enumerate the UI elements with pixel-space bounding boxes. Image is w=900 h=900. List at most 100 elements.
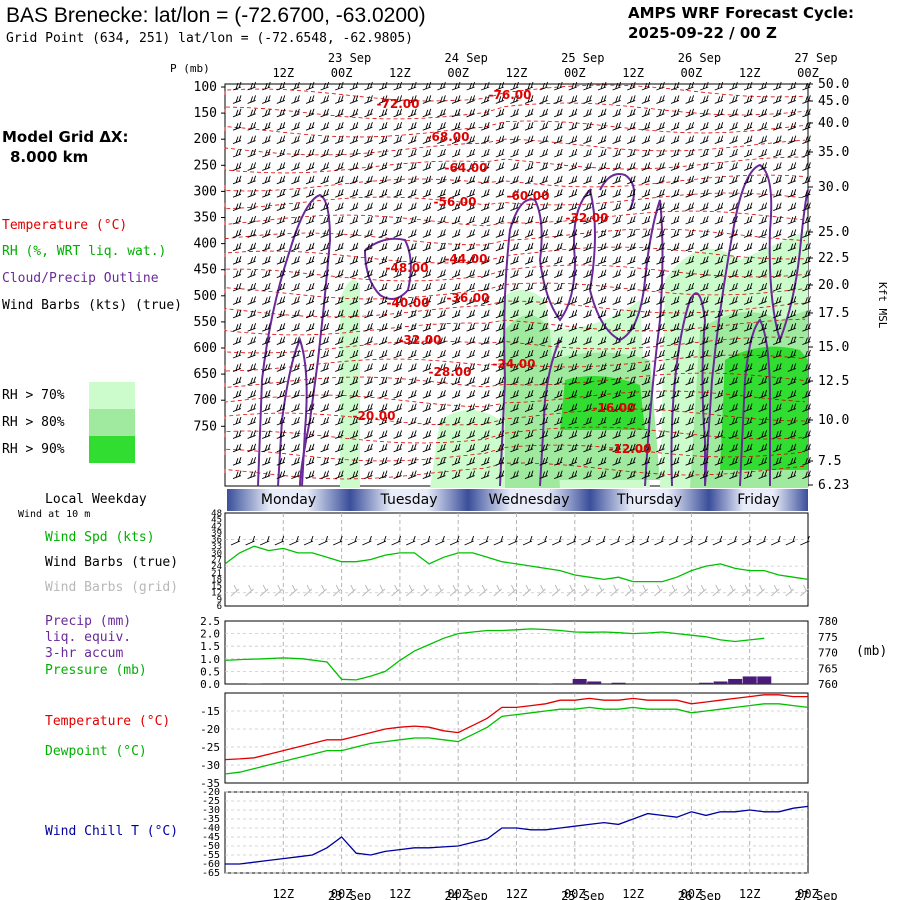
- wind-barb: [510, 349, 519, 359]
- wind-barb: [437, 189, 446, 198]
- wind-barb: [305, 457, 315, 466]
- wind-barb: [656, 430, 665, 439]
- wind-barb: [247, 282, 257, 292]
- wind-barb: [787, 108, 797, 118]
- wind-barb: [773, 269, 782, 279]
- wind-barb: [335, 81, 344, 91]
- wind-barb: [262, 81, 271, 91]
- temperature-label: -16.00: [593, 401, 636, 415]
- wind-barb: [305, 189, 315, 198]
- wind-barb: [422, 81, 432, 91]
- windchill-tick-label: -45: [202, 832, 220, 843]
- wind-barb: [670, 95, 680, 104]
- wind-barb: [451, 189, 461, 198]
- wind-barb: [378, 390, 388, 399]
- top-time-tick-label: 00Z: [331, 66, 353, 80]
- wind-barb: [524, 430, 534, 439]
- wind-barb: [276, 81, 286, 91]
- wind-barb: [758, 296, 768, 305]
- wind-barb: [378, 122, 388, 131]
- wind-barb: [714, 256, 724, 265]
- wind-barb: [773, 443, 782, 453]
- wind-barb-true: [260, 535, 270, 546]
- wind-barb: [787, 135, 797, 145]
- wind-barb: [349, 175, 359, 185]
- wind-barb: [802, 349, 811, 359]
- wind-barb: [524, 323, 534, 332]
- wind-barb: [787, 122, 797, 131]
- wind-barb: [554, 336, 563, 346]
- wind-barb-true: [230, 535, 241, 546]
- wind-barb: [773, 349, 782, 359]
- wind-barb: [700, 95, 709, 104]
- wind-barb: [802, 323, 811, 332]
- wind-barb: [364, 148, 373, 158]
- wind-barb: [276, 175, 286, 185]
- wind-barb: [262, 189, 271, 198]
- legend-dewpoint: Dewpoint (°C): [45, 744, 147, 759]
- wind-barb: [583, 323, 592, 332]
- wind-barb: [729, 296, 738, 305]
- wind-barb: [554, 416, 563, 426]
- wind-barb: [524, 81, 534, 91]
- wind-barb: [612, 376, 622, 386]
- wind-barb: [627, 323, 636, 332]
- wind-barb: [685, 256, 695, 265]
- wind-barb: [787, 229, 797, 238]
- wind-barb: [787, 202, 797, 212]
- top-time-tick-label: 00Z: [797, 66, 819, 80]
- wind-barb: [758, 349, 768, 359]
- wind-barb: [262, 282, 271, 292]
- wind-barb: [714, 162, 724, 171]
- wind-barb: [539, 162, 549, 171]
- wind-barb: [495, 282, 505, 292]
- wind-barb: [743, 229, 753, 238]
- wind-barb: [700, 323, 709, 332]
- wind-barb-grid: [508, 584, 517, 597]
- wind-barb: [641, 95, 651, 104]
- wind-barb: [758, 403, 768, 413]
- wind-barb: [335, 95, 344, 104]
- wind-barb: [451, 296, 461, 305]
- wind-barb: [670, 403, 680, 413]
- wind-barb: [422, 390, 432, 399]
- wind-barb: [656, 269, 665, 279]
- wind-barb: [335, 269, 344, 279]
- wind-barb: [320, 323, 330, 332]
- wind-barb: [685, 148, 695, 158]
- wind-barb: [787, 242, 797, 252]
- pressure-tick-label: 650: [194, 367, 217, 382]
- wind-barb: [451, 81, 461, 91]
- wind-barb-grid: [639, 584, 649, 597]
- wind-barb: [554, 215, 563, 225]
- wind-barb: [437, 470, 446, 480]
- wind-barb: [247, 390, 257, 399]
- wind-barb: [481, 430, 490, 439]
- wind-barb: [393, 189, 403, 198]
- temperature-contour-4: [224, 138, 806, 156]
- wind-barb: [422, 363, 432, 372]
- wind-barb: [422, 242, 432, 252]
- wind-barb: [422, 135, 432, 145]
- wind-barb: [510, 122, 519, 131]
- wind-barb: [568, 403, 578, 413]
- wind-barb: [568, 296, 578, 305]
- wind-barb: [743, 122, 753, 131]
- wind-barb: [641, 457, 651, 466]
- wind-barb: [451, 148, 461, 158]
- wind-barb: [393, 202, 403, 212]
- wind-barb: [232, 376, 242, 386]
- wind-barb: [787, 189, 797, 198]
- wind-barb: [641, 229, 651, 238]
- wind-barb: [583, 162, 592, 171]
- wind-barb: [583, 390, 592, 399]
- wind-barb: [320, 349, 330, 359]
- wind-barb: [276, 403, 286, 413]
- wind-barb: [378, 403, 388, 413]
- wind-barb: [510, 470, 519, 480]
- wind-barb: [451, 403, 461, 413]
- wind-barb: [466, 229, 476, 238]
- wind-barb: [291, 430, 300, 439]
- wind-barb: [466, 189, 476, 198]
- wind-barb: [743, 81, 753, 91]
